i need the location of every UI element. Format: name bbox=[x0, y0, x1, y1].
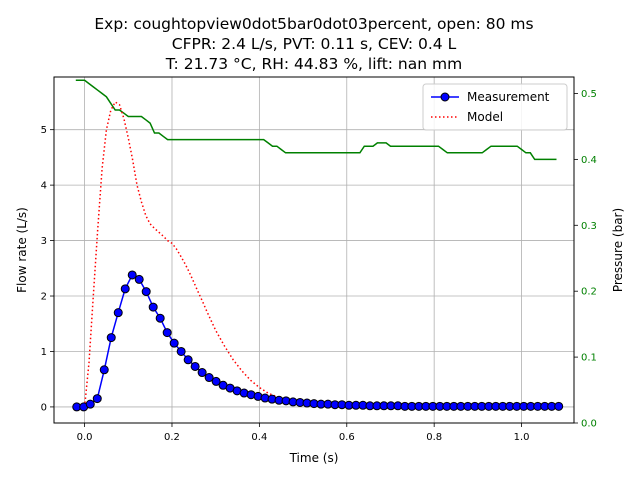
y-tick-label: 2 bbox=[41, 292, 47, 303]
legend-measurement-label: Measurement bbox=[467, 90, 550, 104]
x-tick-label: 0.0 bbox=[77, 432, 93, 443]
x-tick-label: 1.0 bbox=[514, 432, 530, 443]
measurement-point bbox=[204, 373, 214, 383]
series-2 bbox=[75, 79, 557, 161]
measurement-point bbox=[113, 308, 123, 318]
x-tick-label: 0.8 bbox=[426, 432, 442, 443]
legend-box bbox=[422, 83, 568, 131]
legend: Measurement Model bbox=[422, 83, 568, 131]
measurement-point bbox=[554, 401, 564, 411]
y2-tick-label: 0.2 bbox=[581, 287, 597, 298]
measurement-point bbox=[92, 394, 102, 404]
y-tick-label: 5 bbox=[41, 125, 47, 136]
plot-frame bbox=[53, 76, 575, 424]
chart-title-line: Exp: coughtopview0dot5bar0dot03percent, … bbox=[94, 15, 533, 33]
chart-title-line: T: 21.73 °C, RH: 44.83 %, lift: nan mm bbox=[165, 55, 462, 73]
y2-tick-label: 0.3 bbox=[581, 221, 597, 232]
series-layer bbox=[72, 79, 564, 412]
x-tick-label: 0.4 bbox=[251, 432, 267, 443]
series-1 bbox=[83, 100, 369, 408]
x-tick-label: 0.2 bbox=[164, 432, 180, 443]
measurement-point bbox=[134, 274, 144, 284]
y-tick-label: 4 bbox=[41, 181, 47, 192]
chart-title: Exp: coughtopview0dot5bar0dot03percent, … bbox=[94, 15, 533, 73]
x-tick-label: 0.6 bbox=[339, 432, 355, 443]
y-tick-label: 1 bbox=[41, 347, 47, 358]
measurement-point bbox=[148, 302, 158, 312]
y2-tick-label: 0.4 bbox=[581, 155, 597, 166]
model-line bbox=[83, 100, 369, 408]
measurement-point bbox=[120, 284, 130, 294]
y2-tick-label: 0.5 bbox=[581, 89, 597, 100]
y2-tick-label: 0.0 bbox=[581, 419, 597, 430]
measurement-point bbox=[85, 399, 95, 409]
grid bbox=[54, 77, 574, 423]
y-axis-right: 0.0 0.1 0.2 0.3 0.4 0.5 bbox=[574, 89, 597, 430]
measurement-point bbox=[141, 287, 151, 297]
measurement-point bbox=[183, 355, 193, 365]
measurement-point bbox=[190, 361, 200, 371]
y-axis-label: Flow rate (L/s) bbox=[15, 207, 29, 293]
pressure-line bbox=[75, 79, 557, 161]
measurement-point bbox=[155, 313, 165, 323]
y2-tick-label: 0.1 bbox=[581, 353, 597, 364]
measurement-point bbox=[127, 270, 137, 280]
x-axis: 0.0 0.2 0.4 0.6 0.8 1.0 bbox=[77, 423, 530, 443]
legend-model-label: Model bbox=[467, 110, 503, 124]
measurement-point bbox=[176, 346, 186, 356]
measurement-point bbox=[169, 338, 179, 348]
measurement-point bbox=[211, 376, 221, 386]
measurement-point bbox=[99, 365, 109, 375]
chart-title-line: CFPR: 2.4 L/s, PVT: 0.11 s, CEV: 0.4 L bbox=[172, 35, 457, 53]
measurement-point bbox=[162, 328, 172, 338]
y-tick-label: 3 bbox=[41, 236, 47, 247]
y-axis-left: 0 1 2 3 4 5 bbox=[41, 125, 54, 413]
x-axis-label: Time (s) bbox=[289, 451, 339, 465]
legend-measurement-marker bbox=[440, 92, 450, 102]
measurement-point bbox=[197, 368, 207, 378]
y2-axis-label: Pressure (bar) bbox=[611, 208, 625, 292]
measurement-point bbox=[106, 333, 116, 343]
series-0 bbox=[72, 270, 564, 412]
y-tick-label: 0 bbox=[41, 402, 47, 413]
